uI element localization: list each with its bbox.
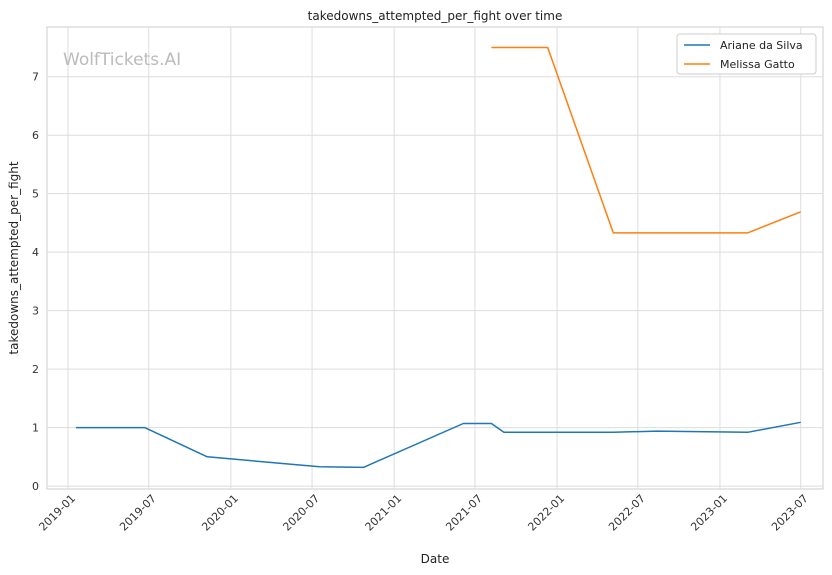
x-tick-label: 2021-01 bbox=[363, 492, 405, 534]
x-tick-label: 2022-07 bbox=[606, 492, 648, 534]
grid bbox=[47, 27, 823, 489]
series-line-melissa-gatto bbox=[491, 46, 801, 234]
x-axis-ticks: 2019-01 2019-07 2020-01 2020-07 2021-01 2021-… bbox=[36, 492, 810, 534]
legend-label-ariane-da-silva: Ariane da Silva bbox=[720, 39, 803, 52]
y-tick-label: 0 bbox=[32, 480, 39, 493]
legend: Ariane da Silva Melissa Gatto bbox=[676, 33, 817, 75]
x-tick-label: 2022-01 bbox=[525, 492, 567, 534]
plot-area bbox=[46, 26, 824, 490]
legend-label-melissa-gatto: Melissa Gatto bbox=[720, 58, 795, 71]
y-axis-ticks: 0 1 2 3 4 5 6 7 bbox=[32, 71, 39, 493]
y-tick-label: 1 bbox=[32, 422, 39, 435]
y-tick-label: 4 bbox=[32, 246, 39, 259]
x-tick-label: 2019-01 bbox=[36, 492, 78, 534]
x-tick-label: 2020-07 bbox=[280, 492, 322, 534]
series-layer bbox=[76, 46, 801, 469]
y-axis-label: takedowns_attempted_per_fight bbox=[7, 161, 21, 354]
y-tick-label: 7 bbox=[32, 71, 39, 84]
x-tick-label: 2019-07 bbox=[117, 492, 159, 534]
y-tick-label: 5 bbox=[32, 188, 39, 201]
legend-box bbox=[676, 33, 817, 75]
x-tick-label: 2021-07 bbox=[443, 492, 485, 534]
y-tick-label: 2 bbox=[32, 363, 39, 376]
y-tick-label: 6 bbox=[32, 129, 39, 142]
watermark: WolfTickets.AI bbox=[63, 50, 181, 70]
x-tick-label: 2020-01 bbox=[199, 492, 241, 534]
y-tick-label: 3 bbox=[32, 305, 39, 318]
x-axis-label: Date bbox=[421, 552, 450, 566]
x-tick-label: 2023-07 bbox=[769, 492, 811, 534]
chart-title: takedowns_attempted_per_fight over time bbox=[308, 9, 563, 23]
x-tick-label: 2023-01 bbox=[688, 492, 730, 534]
series-line-ariane-da-silva bbox=[76, 421, 801, 469]
